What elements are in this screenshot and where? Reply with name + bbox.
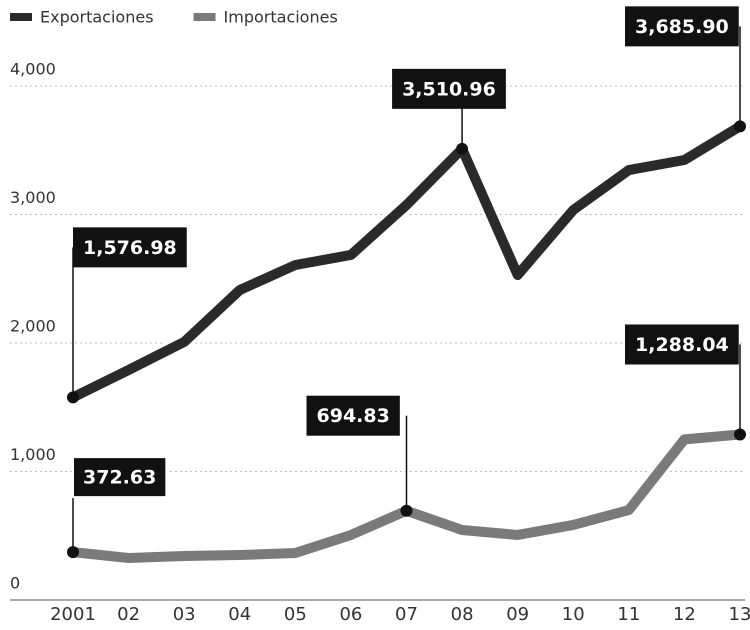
callout-box bbox=[392, 68, 506, 109]
x-tick-label: 08 bbox=[451, 604, 474, 625]
x-tick-label: 2001 bbox=[50, 604, 96, 625]
value-label: 3,685.90 bbox=[635, 16, 729, 38]
legend-label: Exportaciones bbox=[40, 8, 154, 27]
x-tick-label: 06 bbox=[339, 604, 362, 625]
value-label: 1,576.98 bbox=[83, 237, 177, 259]
value-label: 1,288.04 bbox=[635, 334, 729, 356]
point-marker bbox=[734, 120, 746, 133]
legend-swatch bbox=[10, 13, 32, 21]
y-tick-label: 0 bbox=[10, 574, 20, 593]
callout-box bbox=[625, 324, 739, 365]
x-tick-label: 10 bbox=[562, 604, 585, 625]
x-tick-label: 12 bbox=[673, 604, 696, 625]
x-tick-label: 11 bbox=[617, 604, 640, 625]
x-tick-label: 05 bbox=[284, 604, 307, 625]
x-tick-label: 13 bbox=[729, 604, 750, 625]
x-tick-label: 09 bbox=[506, 604, 529, 625]
value-label: 3,510.96 bbox=[402, 78, 496, 100]
point-marker bbox=[400, 504, 413, 517]
x-tick-label: 07 bbox=[395, 604, 418, 625]
y-tick-label: 3,000 bbox=[10, 188, 56, 207]
legend-swatch bbox=[193, 13, 216, 21]
y-tick-label: 1,000 bbox=[10, 445, 56, 464]
point-marker bbox=[67, 391, 79, 404]
callout-box bbox=[306, 395, 400, 436]
callout-box bbox=[73, 227, 187, 268]
legend-label: Importaciones bbox=[224, 8, 338, 27]
y-tick-label: 2,000 bbox=[10, 317, 56, 336]
y-tick-label: 4,000 bbox=[10, 60, 56, 79]
callout-box bbox=[625, 6, 739, 47]
series-line bbox=[70, 122, 743, 402]
callout-box bbox=[72, 456, 168, 499]
x-tick-label: 03 bbox=[173, 604, 196, 625]
point-marker bbox=[734, 428, 746, 441]
x-tick-label: 04 bbox=[228, 604, 251, 625]
point-marker bbox=[67, 546, 79, 559]
value-label: 694.83 bbox=[317, 405, 390, 427]
x-tick-label: 02 bbox=[117, 604, 140, 625]
point-marker bbox=[456, 142, 469, 155]
value-label: 372.63 bbox=[83, 467, 156, 489]
